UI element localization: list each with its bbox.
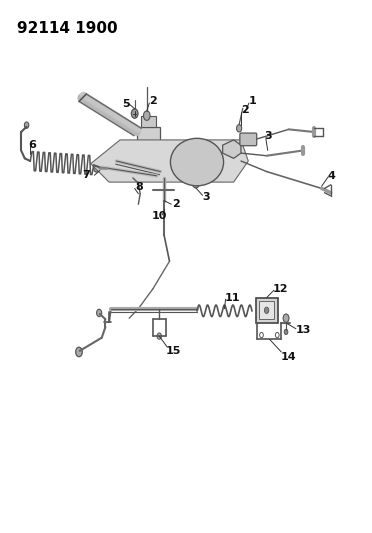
Circle shape — [264, 307, 269, 313]
Bar — [141, 116, 156, 127]
Circle shape — [76, 347, 82, 357]
Text: 92114 1900: 92114 1900 — [17, 21, 118, 36]
Text: 8: 8 — [135, 182, 143, 192]
Text: 3: 3 — [202, 192, 210, 202]
Polygon shape — [223, 140, 241, 158]
Text: 5: 5 — [123, 99, 130, 109]
Circle shape — [131, 109, 138, 118]
Circle shape — [192, 177, 199, 188]
Bar — [259, 301, 274, 319]
Circle shape — [237, 125, 242, 132]
Text: 15: 15 — [166, 346, 181, 356]
Ellipse shape — [170, 139, 224, 186]
Text: 4: 4 — [327, 171, 335, 181]
Circle shape — [107, 158, 115, 169]
Circle shape — [157, 333, 161, 340]
Circle shape — [227, 145, 232, 152]
Text: 13: 13 — [296, 325, 311, 335]
Text: 2: 2 — [172, 199, 179, 209]
Circle shape — [144, 111, 150, 120]
Polygon shape — [91, 140, 248, 182]
Circle shape — [193, 156, 201, 168]
Circle shape — [284, 329, 288, 335]
Circle shape — [234, 145, 239, 152]
Circle shape — [25, 122, 29, 128]
Text: 2: 2 — [149, 96, 157, 107]
Circle shape — [157, 167, 165, 178]
Circle shape — [283, 314, 289, 322]
Circle shape — [94, 165, 99, 172]
Text: 10: 10 — [151, 211, 167, 221]
Text: 1: 1 — [249, 96, 257, 107]
Bar — [137, 127, 160, 156]
Text: 2: 2 — [241, 106, 249, 115]
Text: 12: 12 — [273, 284, 288, 294]
Text: 7: 7 — [83, 170, 90, 180]
Text: 11: 11 — [225, 293, 240, 303]
Text: 3: 3 — [264, 131, 272, 141]
Bar — [256, 297, 278, 323]
Circle shape — [186, 146, 208, 178]
Text: 6: 6 — [28, 140, 36, 150]
Text: 14: 14 — [280, 352, 296, 362]
FancyBboxPatch shape — [240, 133, 257, 146]
Circle shape — [97, 309, 102, 317]
